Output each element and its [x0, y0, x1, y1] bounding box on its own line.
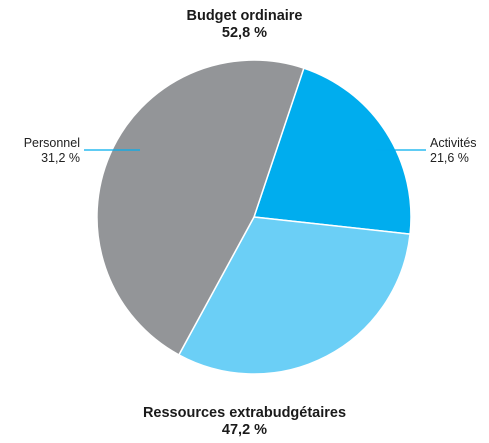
activites-percent: 21,6 %	[430, 151, 469, 165]
slice-activites	[252, 67, 412, 235]
activites-label-block: Activités 21,6 %	[430, 136, 488, 166]
personnel-label: Personnel	[23, 136, 80, 150]
slice-extrabudgetaires	[96, 59, 305, 356]
pie-slices	[96, 59, 412, 375]
top-group-heading: Budget ordinaire 52,8 %	[0, 8, 489, 42]
activites-label: Activités	[430, 136, 477, 150]
personnel-percent: 31,2 %	[41, 151, 80, 165]
top-group-title: Budget ordinaire	[186, 8, 303, 24]
bottom-group-title: Ressources extrabudgétaires	[142, 405, 347, 421]
top-group-percent: 52,8 %	[221, 25, 268, 41]
slice-personnel	[177, 216, 411, 375]
bottom-group-percent: 47,2 %	[221, 422, 268, 438]
bottom-group-heading: Ressources extrabudgétaires 47,2 %	[0, 405, 489, 439]
personnel-label-block: Personnel 31,2 %	[2, 136, 80, 166]
